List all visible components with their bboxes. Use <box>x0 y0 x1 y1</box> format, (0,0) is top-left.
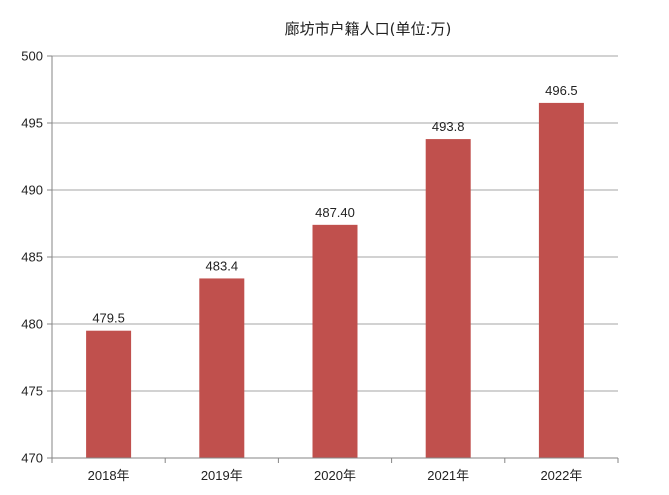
y-tick-label: 500 <box>21 49 43 64</box>
y-axis: 470 475 480 485 490 495 500 <box>21 49 53 466</box>
y-tick-label: 485 <box>21 250 43 265</box>
x-tick-label: 2021年 <box>427 468 469 483</box>
y-tick-label: 490 <box>21 183 43 198</box>
data-label: 496.5 <box>545 83 578 98</box>
y-tick-label: 480 <box>21 317 43 332</box>
bar <box>312 224 358 458</box>
data-label: 493.8 <box>432 119 465 134</box>
data-label: 487.40 <box>315 205 355 220</box>
x-tick-label: 2022年 <box>540 468 582 483</box>
data-label: 479.5 <box>92 311 125 326</box>
bar <box>199 278 245 458</box>
x-tick-label: 2019年 <box>201 468 243 483</box>
x-tick-label: 2020年 <box>314 468 356 483</box>
y-tick-label: 495 <box>21 116 43 131</box>
data-labels: 479.5 483.4 487.40 493.8 496.5 <box>92 83 577 326</box>
x-axis: 2018年 2019年 2020年 2021年 2022年 <box>51 457 619 483</box>
bar <box>538 102 584 459</box>
y-tick-label: 470 <box>21 451 43 466</box>
bar <box>425 139 471 458</box>
bars <box>86 102 584 459</box>
x-tick-label: 2018年 <box>88 468 130 483</box>
data-label: 483.4 <box>206 258 239 273</box>
chart-title: 廊坊市户籍人口(单位:万) <box>285 20 452 38</box>
y-tick-label: 475 <box>21 384 43 399</box>
bar <box>86 330 132 458</box>
